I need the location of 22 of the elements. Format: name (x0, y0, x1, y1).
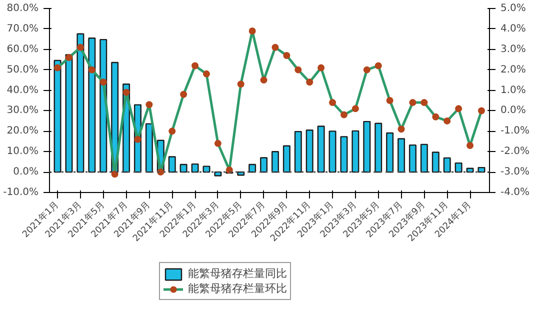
y-tick-label: 60.0% (6, 44, 39, 55)
y2-tick-label: -3.0% (500, 166, 530, 178)
legend-label: 能繁母猪存栏量环比 (188, 281, 287, 296)
y2-tick-label: -1.0% (500, 126, 530, 137)
y-tick-label: 80.0% (6, 3, 39, 14)
y2-tick-label: 3.0% (500, 44, 526, 55)
y-tick-label: 40.0% (6, 84, 39, 96)
y-tick-label: 0.0% (13, 166, 38, 178)
y2-tick-label: 5.0% (500, 3, 526, 14)
y2-tick-label: 2.0% (500, 64, 526, 76)
y2-tick-label: 0.0% (500, 105, 526, 116)
y2-tick-label: 4.0% (500, 23, 526, 34)
y2-tick-label: -4.0% (500, 187, 530, 198)
y-tick-label: 10.0% (6, 146, 39, 158)
y-tick-label: -10.0% (3, 187, 39, 198)
y-tick-label: 20.0% (6, 126, 39, 137)
y2-tick-label: 1.0% (500, 84, 526, 96)
y2-tick-label: -2.0% (500, 146, 530, 158)
y-tick-label: 70.0% (6, 23, 39, 34)
y-tick-label: 30.0% (6, 105, 39, 116)
y-tick-label: 50.0% (6, 64, 39, 76)
legend-label: 能繁母猪存栏量同比 (188, 266, 287, 281)
